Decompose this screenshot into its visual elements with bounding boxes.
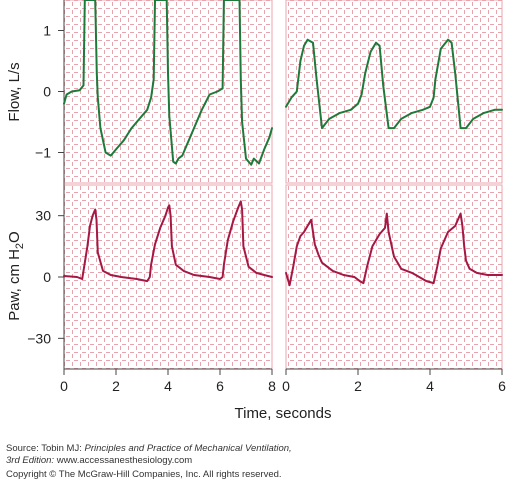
right-x-tick-label: 4 — [426, 378, 434, 394]
paw-y-axis-label: Paw, cm H2O — [6, 231, 26, 320]
right-x-tick-label: 0 — [282, 378, 290, 394]
source-book-title: Principles and Practice of Mechanical Ve… — [84, 443, 292, 454]
flow-y-tick-label: −1 — [35, 145, 51, 161]
left-x-tick-label: 4 — [164, 378, 172, 394]
paw-y-tick-label: 0 — [43, 269, 51, 285]
right-x-tick-label: 2 — [354, 378, 362, 394]
flow-y-tick-label: 0 — [43, 84, 51, 100]
source-line: Source: Tobin MJ: Principles and Practic… — [6, 443, 292, 454]
paw-right-series-line — [285, 212, 503, 287]
source-edition: 3rd Edition: — [6, 455, 55, 466]
left-x-tick-label: 8 — [268, 378, 276, 394]
source-prefix: Source: Tobin MJ: — [6, 443, 85, 454]
panel-paw-right — [285, 184, 503, 370]
panel-flow-right — [285, 0, 503, 184]
source-edition-line: 3rd Edition: www.accessanesthesiology.co… — [6, 455, 192, 466]
left-x-tick-label: 0 — [60, 378, 68, 394]
source-url: www.accessanesthesiology.com — [54, 455, 193, 466]
left-x-tick-label: 2 — [112, 378, 120, 394]
right-x-tick-label: 6 — [498, 378, 506, 394]
left-x-tick-label: 6 — [216, 378, 224, 394]
paw-y-tick-label: 30 — [35, 208, 51, 224]
flow-right-series-line — [285, 38, 503, 130]
paw-left-series-line — [63, 200, 273, 283]
x-axis-label: Time, seconds — [235, 405, 332, 422]
flow-y-tick-label: 1 — [43, 23, 51, 39]
flow-y-axis-label: Flow, L/s — [6, 62, 23, 121]
flow-left-series-line — [63, 0, 273, 166]
copyright-line: Copyright © The McGraw-Hill Companies, I… — [6, 469, 282, 480]
paw-y-tick-label: −30 — [27, 330, 51, 346]
